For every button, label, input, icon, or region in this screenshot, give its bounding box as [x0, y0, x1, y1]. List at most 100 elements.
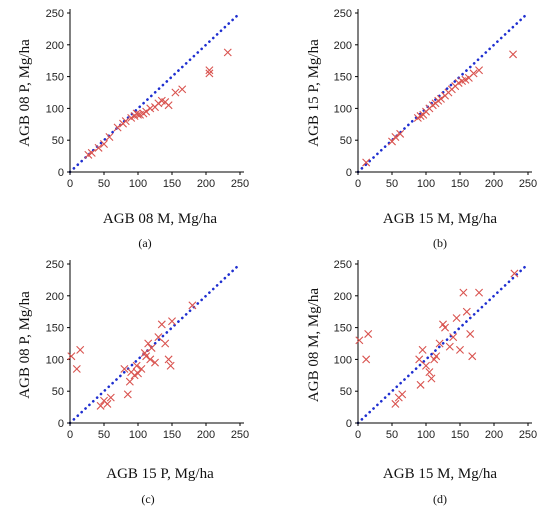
x-tick-label-a: 0	[67, 178, 73, 190]
data-point-b	[362, 158, 371, 167]
data-point-c	[137, 364, 146, 373]
data-point-c	[164, 355, 173, 364]
panel-a: 0 50 100 150 200 250 0 50 100 150 200 250 AGB 08 M,…	[17, 8, 249, 250]
y-tick-label-b: 200	[334, 40, 352, 52]
data-point-c	[125, 377, 134, 386]
caption-b: (b)	[433, 236, 447, 250]
y-tick-label-b: 0	[346, 167, 352, 179]
y-tick-label-c: 150	[46, 323, 64, 335]
x-axis-label-d: AGB 15 M, Mg/ha	[383, 466, 498, 482]
y-tick-label-d: 50	[340, 386, 352, 398]
data-point-c	[168, 317, 176, 326]
data-point-b	[469, 69, 478, 78]
data-point-d	[391, 399, 400, 408]
y-tick-label-a: 250	[46, 8, 64, 20]
scatter-plot-b: 0 50 100 150 200 250 0 50 100 150 200 250	[334, 8, 538, 190]
data-point-b	[391, 133, 400, 142]
x-tick-label-c: 250	[231, 429, 249, 441]
data-point-d	[364, 329, 373, 338]
y-tick-label-c: 50	[52, 386, 64, 398]
data-point-a	[100, 140, 108, 149]
data-point-c	[67, 352, 76, 361]
data-point-c	[134, 369, 142, 378]
data-point-a	[105, 133, 114, 142]
data-point-d	[475, 288, 484, 297]
y-tick-label-c: 100	[46, 354, 64, 366]
x-tick-label-b: 200	[485, 178, 503, 190]
x-tick-label-d: 100	[417, 429, 435, 441]
x-tick-label-d: 250	[519, 429, 537, 441]
data-point-d	[441, 323, 450, 332]
y-tick-label-a: 150	[46, 72, 64, 84]
data-point-d	[468, 352, 477, 361]
x-tick-label-b: 150	[451, 178, 469, 190]
data-point-c	[161, 339, 170, 348]
data-point-d	[422, 361, 430, 370]
data-point-a	[205, 69, 214, 78]
y-tick-label-d: 100	[334, 354, 352, 366]
y-tick-label-c: 250	[46, 259, 64, 271]
y-axis-label-c: AGB 08 P, Mg/ha	[17, 291, 33, 399]
data-point-a	[154, 99, 163, 108]
data-point-d	[418, 345, 427, 354]
data-point-d	[416, 380, 425, 389]
data-point-a	[164, 101, 173, 110]
data-point-c	[120, 364, 129, 373]
data-point-a	[113, 123, 122, 132]
data-point-a	[223, 48, 232, 57]
x-tick-label-c: 150	[163, 429, 181, 441]
data-point-d	[445, 342, 454, 351]
data-point-d	[425, 368, 434, 377]
data-point-c	[144, 339, 153, 348]
x-tick-label-b: 50	[386, 178, 398, 190]
identity-line-b	[356, 11, 530, 174]
y-axis-label-d: AGB 08 M, Mg/ha	[306, 288, 322, 403]
data-point-d	[456, 345, 464, 354]
x-tick-label-c: 50	[98, 429, 110, 441]
x-tick-label-c: 200	[197, 429, 215, 441]
caption-d: (d)	[433, 492, 447, 506]
data-point-d	[510, 269, 519, 278]
x-tick-label-c: 100	[129, 429, 147, 441]
x-tick-label-b: 250	[519, 178, 537, 190]
data-point-d	[435, 339, 444, 348]
data-point-d	[459, 288, 468, 297]
data-point-c	[157, 320, 166, 329]
data-point-a	[142, 107, 151, 116]
data-point-c	[154, 333, 163, 342]
data-point-b	[475, 66, 484, 75]
data-point-d	[398, 390, 407, 399]
y-tick-label-c: 0	[58, 418, 64, 430]
x-tick-label-a: 150	[163, 178, 181, 190]
x-tick-label-d: 0	[355, 429, 361, 441]
data-point-d	[466, 329, 475, 338]
data-point-d	[449, 333, 458, 342]
data-point-c	[146, 355, 155, 364]
panel-c: 0 50 100 150 200 250 0 50 100 150 200 250 AGB 15 P,…	[17, 259, 249, 506]
data-point-a	[87, 148, 96, 157]
data-point-a	[146, 104, 155, 113]
data-point-a	[171, 88, 180, 97]
data-point-b	[436, 94, 445, 103]
x-tick-label-b: 100	[417, 178, 435, 190]
data-point-d	[362, 355, 371, 364]
x-axis-label-c: AGB 15 P, Mg/ha	[106, 466, 214, 482]
data-point-b	[416, 112, 425, 121]
y-tick-label-b: 50	[340, 135, 352, 147]
data-point-c	[132, 361, 141, 370]
data-point-a	[205, 66, 214, 75]
data-point-d	[427, 374, 436, 383]
data-point-c	[96, 401, 105, 410]
y-tick-label-b: 250	[334, 8, 352, 20]
data-point-c	[72, 364, 81, 373]
data-point-c	[166, 361, 175, 370]
caption-a: (a)	[138, 236, 151, 250]
x-tick-label-a: 200	[197, 178, 215, 190]
y-tick-label-a: 100	[46, 103, 64, 115]
identity-line-c	[68, 262, 242, 425]
data-point-c	[188, 301, 197, 310]
y-tick-label-a: 0	[58, 167, 64, 179]
x-axis-label-b: AGB 15 M, Mg/ha	[383, 211, 498, 227]
data-point-c	[147, 343, 156, 352]
